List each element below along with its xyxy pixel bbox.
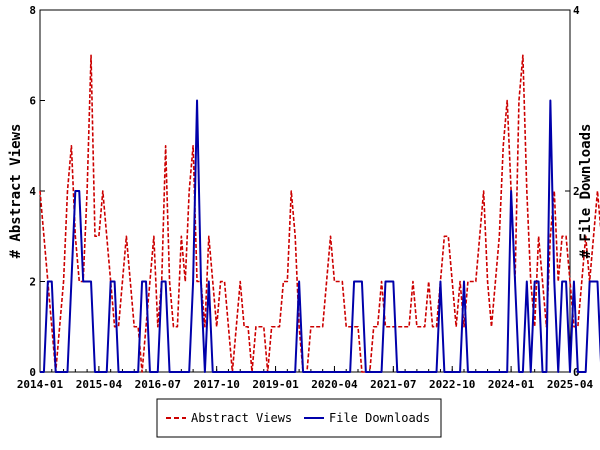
y-right-tick-label-0: 0 xyxy=(573,366,580,379)
legend: Abstract Views File Downloads xyxy=(156,398,442,438)
y-left-tick-label-0: 0 xyxy=(29,366,36,379)
series-layer xyxy=(39,54,600,373)
x-tick-label-1: 2015-04 xyxy=(76,378,123,391)
right-axis-ticks: 0 2 4 xyxy=(565,4,580,379)
legend-label-abstract-views: Abstract Views xyxy=(191,411,292,425)
x-tick-label-2: 2016-07 xyxy=(135,378,181,391)
legend-label-file-downloads: File Downloads xyxy=(329,411,430,425)
series-line-abstract-views xyxy=(39,54,600,373)
y-right-tick-label-2: 4 xyxy=(573,4,580,17)
left-axis-ticks: 0 2 4 6 8 xyxy=(29,4,45,379)
x-tick-label-0: 2014-01 xyxy=(17,378,64,391)
x-tick-label-7: 2022-10 xyxy=(429,378,475,391)
y-axis-left-title: # Abstract Views xyxy=(8,124,24,259)
y-left-tick-label-3: 6 xyxy=(29,95,36,108)
y-left-tick-label-4: 8 xyxy=(29,4,36,17)
x-tick-label-3: 2017-10 xyxy=(193,378,239,391)
y-left-tick-label-2: 4 xyxy=(29,185,36,198)
x-tick-label-8: 2024-01 xyxy=(488,378,535,391)
x-tick-label-6: 2021-07 xyxy=(370,378,416,391)
y-right-tick-label-1: 2 xyxy=(573,185,580,198)
x-tick-label-9: 2025-04 xyxy=(547,378,594,391)
x-tick-label-5: 2020-04 xyxy=(311,378,358,391)
series-line-file-downloads xyxy=(40,99,600,373)
y-left-tick-label-1: 2 xyxy=(29,276,36,289)
x-tick-label-4: 2019-01 xyxy=(252,378,299,391)
y-axis-right-title: # File Downloads xyxy=(578,124,594,259)
legend-box xyxy=(156,398,442,438)
